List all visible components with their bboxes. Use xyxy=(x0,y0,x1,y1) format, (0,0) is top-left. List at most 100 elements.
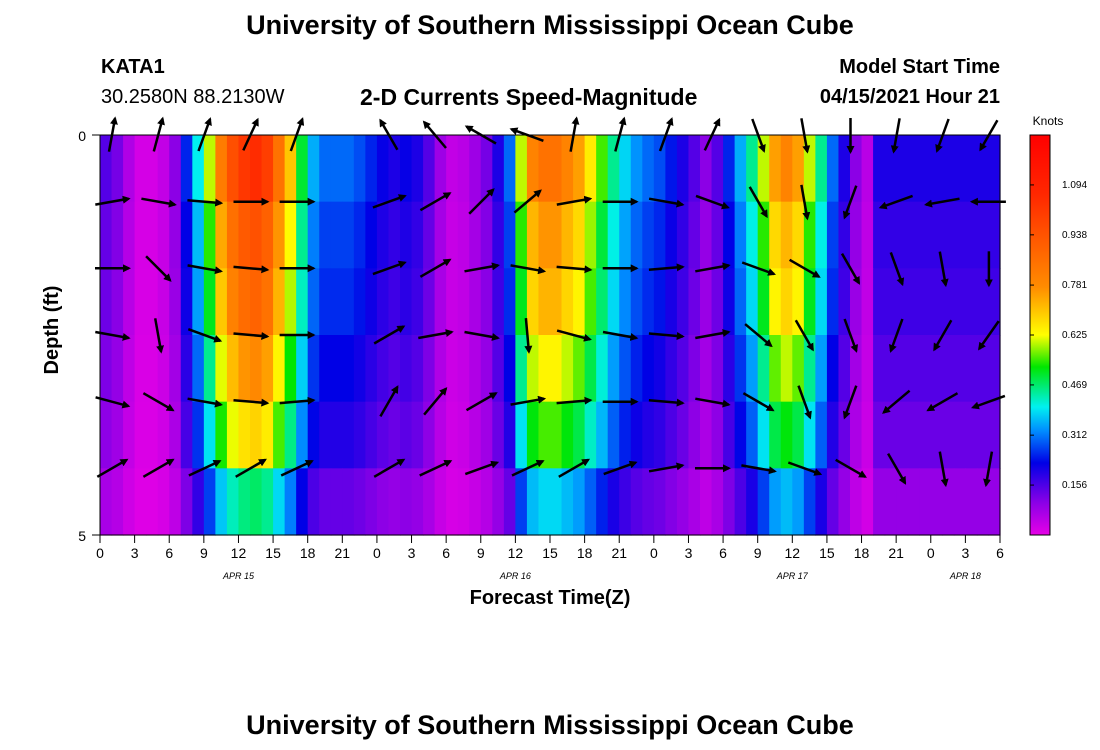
heatmap-cell xyxy=(953,468,966,536)
heatmap-cell xyxy=(503,335,516,403)
heatmap-cell xyxy=(203,335,216,403)
heatmap-cell xyxy=(596,268,609,336)
x-tick-label: 3 xyxy=(685,545,693,561)
heatmap-cell xyxy=(919,468,932,536)
current-arrow xyxy=(800,184,811,221)
heatmap-cell xyxy=(457,468,470,536)
heatmap-cell xyxy=(953,201,966,269)
x-tick-label: 21 xyxy=(611,545,627,561)
current-arrow xyxy=(95,330,131,341)
heatmap-cell xyxy=(792,268,805,336)
heatmap-cell xyxy=(342,335,355,403)
heatmap-cell xyxy=(123,268,136,336)
heatmap-cell xyxy=(734,201,747,269)
heatmap-cell xyxy=(896,135,909,203)
heatmap-cell xyxy=(376,468,390,536)
heatmap-cell xyxy=(919,335,932,403)
heatmap-cell xyxy=(365,401,378,469)
heatmap-cell xyxy=(169,135,182,203)
heatmap-cell xyxy=(411,401,424,469)
heatmap-cell xyxy=(550,401,563,469)
heatmap-cell xyxy=(723,135,736,203)
heatmap-cell xyxy=(700,135,713,203)
heatmap-cell xyxy=(896,268,909,336)
heatmap-cell xyxy=(100,335,113,403)
heatmap-cell xyxy=(250,335,263,403)
heatmap-cell xyxy=(653,401,666,469)
heatmap-cell xyxy=(550,268,563,336)
current-arrow xyxy=(235,458,267,478)
heatmap-cell xyxy=(330,201,343,269)
heatmap-cell xyxy=(873,135,886,203)
heatmap-cell xyxy=(515,201,528,269)
heatmap-cell xyxy=(861,401,874,469)
x-tick-label: 3 xyxy=(961,545,969,561)
heatmap-cell xyxy=(538,335,551,403)
heatmap-cell xyxy=(457,201,470,269)
heatmap-cell xyxy=(930,468,943,536)
heatmap-cell xyxy=(180,468,193,536)
heatmap-cell xyxy=(388,401,401,469)
heatmap-cell xyxy=(907,401,920,469)
heatmap-cell xyxy=(792,401,805,469)
heatmap-cell xyxy=(700,335,713,403)
heatmap-cell xyxy=(526,268,540,336)
heatmap-cell xyxy=(226,335,240,403)
heatmap-cell xyxy=(411,268,424,336)
heatmap-cell xyxy=(134,135,147,203)
heatmap-cell xyxy=(676,135,690,203)
heatmap-cell xyxy=(642,268,655,336)
current-arrow xyxy=(695,194,730,210)
heatmap-cell xyxy=(815,135,828,203)
heatmap-cell xyxy=(400,135,413,203)
heatmap-cell xyxy=(907,468,920,536)
heatmap-cell xyxy=(930,135,943,203)
x-tick-label: 15 xyxy=(542,545,558,561)
heatmap-cell xyxy=(261,135,274,203)
x-tick-label: 21 xyxy=(888,545,904,561)
heatmap-cell xyxy=(307,401,320,469)
current-arrow xyxy=(233,331,270,340)
heatmap-cell xyxy=(423,268,436,336)
heatmap-cell xyxy=(469,401,482,469)
current-arrow xyxy=(372,260,407,276)
heatmap-cell xyxy=(723,401,736,469)
heatmap-cell xyxy=(596,468,609,536)
heatmap-cell xyxy=(330,468,343,536)
heatmap-cell xyxy=(250,135,263,203)
heatmap-cell xyxy=(365,135,378,203)
heatmap-cell xyxy=(965,268,978,336)
heatmap-cell xyxy=(896,468,909,536)
colorbar-ticks: 1.094 0.938 0.781 0.625 0.469 0.312 0.156 xyxy=(1030,180,1087,491)
heatmap-cell xyxy=(780,335,793,403)
heatmap-cell xyxy=(919,135,932,203)
current-arrow xyxy=(842,385,858,420)
heatmap-cell xyxy=(792,201,805,269)
current-arrow xyxy=(524,317,533,354)
heatmap-cell xyxy=(319,135,332,203)
heatmap-cell xyxy=(850,335,863,403)
current-arrows xyxy=(95,116,1006,488)
heatmap-cell xyxy=(711,201,724,269)
current-arrow xyxy=(648,197,685,208)
heatmap-cell xyxy=(907,268,920,336)
heatmap-cell xyxy=(965,335,978,403)
heatmap-cell xyxy=(388,201,401,269)
current-arrow xyxy=(887,452,907,485)
x-tick-label: 18 xyxy=(300,545,316,561)
current-arrow xyxy=(379,385,399,418)
current-arrow xyxy=(983,451,994,488)
heatmap-cell xyxy=(423,135,436,203)
current-arrow xyxy=(511,459,545,477)
current-arrow xyxy=(419,192,452,212)
heatmap-cell xyxy=(169,335,182,403)
heatmap-cell xyxy=(376,401,390,469)
heatmap-cell xyxy=(226,268,240,336)
heatmap-cell xyxy=(134,401,147,469)
heatmap-cell xyxy=(400,468,413,536)
heatmap-cell xyxy=(319,468,332,536)
heatmap-cell xyxy=(550,135,563,203)
colorbar-tick-label: 0.781 xyxy=(1062,280,1087,291)
heatmap-cell xyxy=(550,201,563,269)
heatmap-cell xyxy=(561,468,574,536)
